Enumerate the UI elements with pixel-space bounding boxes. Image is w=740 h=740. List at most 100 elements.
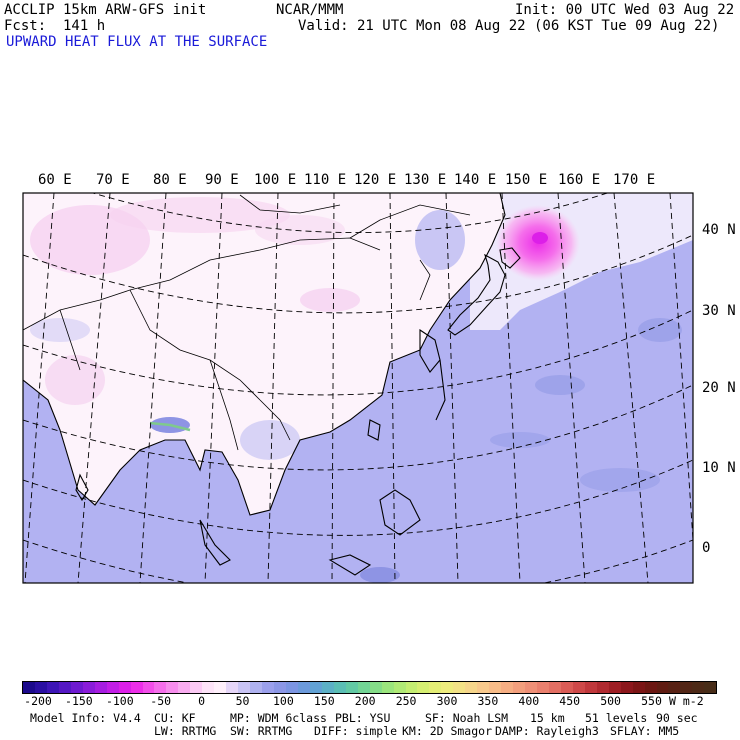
diff-scheme: DIFF: simple	[314, 724, 398, 738]
colorbar-swatch	[465, 682, 478, 693]
colorbar-swatch	[262, 682, 275, 693]
lon-label: 120 E	[354, 172, 397, 188]
land-pink-patch	[45, 355, 105, 405]
colorbar-swatch	[94, 682, 107, 693]
colorbar-swatch	[548, 682, 561, 693]
colorbar-swatch	[453, 682, 466, 693]
colorbar-swatch	[357, 682, 370, 693]
colorbar-swatch	[704, 682, 717, 693]
field-title: UPWARD HEAT FLUX AT THE SURFACE	[6, 34, 268, 50]
colorbar-unit: W m-2	[669, 694, 704, 708]
mp-scheme: MP: WDM 6class	[230, 711, 327, 725]
colorbar-swatch	[513, 682, 526, 693]
colorbar-swatch	[632, 682, 645, 693]
colorbar-swatch	[572, 682, 585, 693]
colorbar-swatch	[130, 682, 143, 693]
colorbar-swatch	[405, 682, 418, 693]
colorbar-tick-label: 550	[641, 694, 662, 708]
colorbar-swatch	[46, 682, 59, 693]
colorbar-swatch	[441, 682, 454, 693]
colorbar-swatch	[70, 682, 83, 693]
ocean-dark-patch	[638, 318, 682, 342]
lon-label: 80 E	[153, 172, 187, 188]
colorbar-swatch	[250, 682, 263, 693]
colorbar-swatch	[214, 682, 227, 693]
colorbar-swatch	[501, 682, 514, 693]
colorbar-swatch	[321, 682, 334, 693]
init-time: Init: 00 UTC Wed 03 Aug 22	[515, 2, 735, 18]
asia-landmass	[23, 193, 505, 515]
ocean-dark-patch	[535, 375, 585, 395]
colorbar-swatch	[202, 682, 215, 693]
lon-label: 170 E	[613, 172, 656, 188]
model-title: ACCLIP 15km ARW-GFS init	[4, 2, 207, 18]
colorbar-swatch	[596, 682, 609, 693]
colorbar-swatch	[154, 682, 167, 693]
land-pink-patch	[110, 197, 290, 233]
timestep: 90 sec	[656, 711, 698, 725]
lon-label: 140 E	[454, 172, 497, 188]
colorbar-swatch	[238, 682, 251, 693]
colorbar-swatch	[106, 682, 119, 693]
colorbar-swatch	[333, 682, 346, 693]
colorbar-swatch	[142, 682, 155, 693]
colorbar-swatch	[644, 682, 657, 693]
colorbar-swatch	[58, 682, 71, 693]
colorbar-swatch	[118, 682, 131, 693]
lw-scheme: LW: RRTMG	[154, 724, 217, 738]
colorbar-swatch	[297, 682, 310, 693]
lon-label: 70 E	[96, 172, 130, 188]
map-frame	[22, 192, 694, 584]
colorbar-swatch	[680, 682, 693, 693]
org-label: NCAR/MMM	[276, 2, 344, 18]
lat-label: 40 N	[702, 222, 736, 238]
colorbar-tick-label: 200	[354, 694, 376, 708]
colorbar-tick-label: 250	[395, 694, 417, 708]
ocean-dark-patch	[580, 468, 660, 492]
sf-scheme: SF: Noah LSM	[425, 711, 509, 725]
graticule	[23, 193, 693, 583]
damp-scheme: DAMP: Rayleigh3	[495, 724, 599, 738]
land-pink-patch	[300, 288, 360, 312]
ocean-dark-patch	[490, 432, 550, 448]
colorbar-swatch	[536, 682, 549, 693]
colorbar-swatch	[190, 682, 203, 693]
cu-scheme: CU: KF	[154, 711, 196, 725]
colorbar-swatch	[560, 682, 573, 693]
bay-of-bengal	[110, 440, 210, 540]
colorbar-tick-label: 350	[477, 694, 499, 708]
colorbar-swatch	[381, 682, 394, 693]
land-pink-patch	[255, 215, 345, 245]
colorbar-tick-label: -150	[65, 694, 93, 708]
resolution: 15 km	[530, 711, 565, 725]
lon-label: 60 E	[38, 172, 72, 188]
pbl-scheme: PBL: YSU	[335, 711, 391, 725]
lon-label: 100 E	[254, 172, 297, 188]
lon-label: 150 E	[505, 172, 548, 188]
colorbar-swatch	[417, 682, 430, 693]
lon-label: 160 E	[558, 172, 601, 188]
lon-label: 130 E	[404, 172, 447, 188]
heat-flux-core	[532, 232, 548, 244]
colorbar-tick-label: -50	[150, 694, 172, 708]
colorbar-swatch	[393, 682, 406, 693]
colorbar-tick-label: 100	[273, 694, 294, 708]
colorbar-swatch	[285, 682, 298, 693]
colorbar-swatch	[525, 682, 537, 693]
colorbar-swatch	[178, 682, 191, 693]
colorbar-swatch	[620, 682, 633, 693]
colorbar-tick-label: 300	[436, 694, 458, 708]
land-lavender-patch	[415, 210, 465, 270]
colorbar-swatch	[668, 682, 681, 693]
colorbar-swatch	[166, 682, 179, 693]
colorbar-swatch	[34, 682, 47, 693]
colorbar-swatch	[82, 682, 95, 693]
land-lavender-patch	[30, 318, 90, 342]
colorbar-tick-label: 50	[235, 694, 250, 708]
colorbar-tick-label: 450	[559, 694, 581, 708]
colorbar-swatch	[477, 682, 490, 693]
land-lavender-patch	[240, 420, 300, 460]
lat-label: 20 N	[702, 380, 736, 396]
colorbar-swatch	[274, 682, 286, 693]
